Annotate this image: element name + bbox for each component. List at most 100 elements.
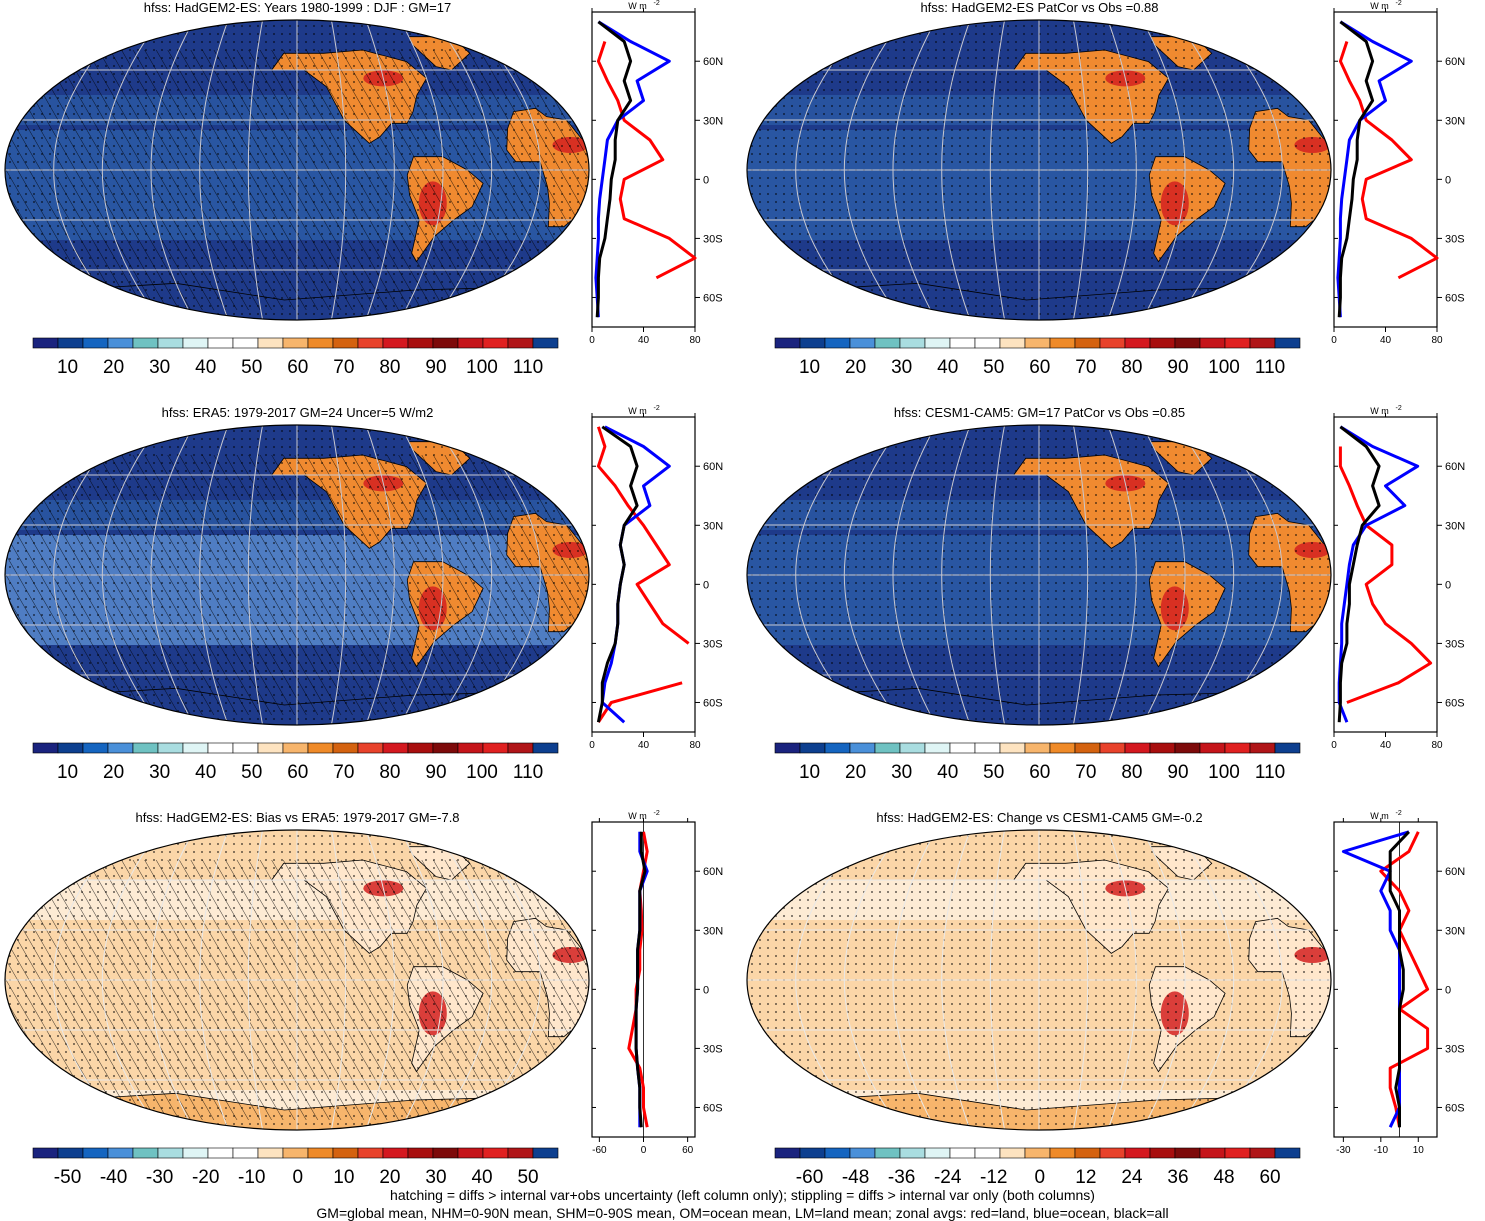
profile-series-blue — [594, 20, 671, 318]
colorbar-label: 20 — [103, 357, 124, 378]
colorbar-swatch — [1024, 742, 1051, 754]
colorbar-swatch — [307, 742, 334, 754]
colorbar-swatch — [949, 742, 976, 754]
colorbar-swatch — [1074, 337, 1101, 349]
colorbar-swatch — [1149, 1147, 1176, 1159]
map — [4, 424, 590, 726]
colorbar-label: 10 — [333, 1167, 354, 1188]
colorbar-swatch — [1099, 1147, 1126, 1159]
colorbar-label: 100 — [466, 762, 498, 783]
colorbar-swatch — [1149, 742, 1176, 754]
profile-units: W m — [628, 406, 647, 416]
lat-label: 0 — [703, 174, 709, 186]
colorbar-swatch — [1199, 1147, 1226, 1159]
profile-xtick: 0 — [641, 1145, 647, 1156]
colorbar-label: 0 — [293, 1167, 304, 1188]
profile-series-red — [1338, 41, 1439, 280]
colorbar-swatch — [257, 742, 284, 754]
colorbar-swatch — [332, 1147, 359, 1159]
profile-series-blue — [1341, 830, 1410, 1128]
profile-xtick: -30 — [1336, 1145, 1351, 1156]
colorbar-swatch — [799, 742, 826, 754]
colorbar-label: 20 — [379, 1167, 400, 1188]
colorbar-label: 70 — [1075, 762, 1096, 783]
colorbar-label: 40 — [195, 357, 216, 378]
profile-xtick: 10 — [1413, 1145, 1425, 1156]
lat-label: 60S — [703, 1102, 723, 1114]
colorbar-label: -24 — [934, 1167, 962, 1188]
colorbar-label: -12 — [980, 1167, 1007, 1188]
lat-label: 0 — [703, 579, 709, 591]
lat-label: 30N — [703, 520, 723, 532]
colorbar-swatch — [182, 1147, 209, 1159]
profile-xtick: -10 — [1374, 1145, 1389, 1156]
zonal-profile: W m -2 60N 30N 0 30S 60S -30 -10 10 — [1333, 810, 1465, 1156]
colorbar-swatch — [974, 337, 1001, 349]
colorbar-label: 50 — [241, 762, 262, 783]
colorbar-swatch — [357, 1147, 384, 1159]
colorbar-swatch — [407, 1147, 434, 1159]
colorbar-label: 70 — [333, 357, 354, 378]
profile-units-sup: -2 — [654, 405, 660, 412]
colorbar-swatch — [1099, 742, 1126, 754]
colorbar-label: 40 — [471, 1167, 492, 1188]
colorbar-label: 110 — [513, 762, 543, 783]
colorbar-swatch — [1074, 742, 1101, 754]
profile-xtick: 80 — [689, 335, 701, 346]
colorbar-label: 90 — [1167, 762, 1188, 783]
colorbar-swatch — [1049, 337, 1076, 349]
colorbar-swatch — [874, 337, 901, 349]
colorbar-swatch — [532, 337, 559, 349]
lat-label: 60N — [703, 56, 723, 68]
colorbar-swatch — [824, 337, 851, 349]
colorbar-label: 80 — [379, 762, 400, 783]
colorbar-swatch — [799, 1147, 826, 1159]
colorbar-label: -60 — [796, 1167, 823, 1188]
profile-series-red — [596, 426, 690, 724]
colorbar-swatch — [999, 337, 1026, 349]
colorbar-swatch — [207, 337, 234, 349]
colorbar-swatch — [157, 337, 184, 349]
colorbar-label: 70 — [1075, 357, 1096, 378]
colorbar-label: 50 — [983, 357, 1004, 378]
colorbar-swatch — [482, 1147, 509, 1159]
colorbar-label: 30 — [891, 357, 912, 378]
colorbar-swatch — [1199, 337, 1226, 349]
colorbar-swatch — [824, 1147, 851, 1159]
lat-label: 30S — [703, 638, 723, 650]
colorbar-swatch — [924, 1147, 951, 1159]
lat-label: 30N — [1445, 520, 1465, 532]
lat-label: 60S — [1445, 292, 1465, 304]
colorbar-label: 0 — [1035, 1167, 1046, 1188]
colorbar-swatch — [874, 1147, 901, 1159]
colorbar-swatch — [849, 337, 876, 349]
colorbar-swatch — [382, 742, 409, 754]
colorbar-label: 60 — [287, 357, 308, 378]
colorbar-swatch — [1249, 337, 1276, 349]
colorbar-swatch — [107, 742, 134, 754]
profile-units: W m — [1370, 406, 1389, 416]
panel-5: hfss: HadGEM2-ES: Bias vs ERA5: 1979-201… — [0, 810, 742, 1215]
colorbar-label: 30 — [149, 357, 170, 378]
profile-series-black — [1337, 425, 1381, 723]
lat-label: 60S — [1445, 1102, 1465, 1114]
colorbar-swatch — [332, 742, 359, 754]
map — [4, 19, 590, 321]
colorbar-swatch — [1024, 337, 1051, 349]
profile-xtick: -60 — [592, 1145, 607, 1156]
lat-label: 60S — [1445, 697, 1465, 709]
colorbar-label: 12 — [1075, 1167, 1096, 1188]
profile-xtick: 40 — [638, 335, 650, 346]
colorbar-label: 100 — [1208, 357, 1240, 378]
colorbar-swatch — [1249, 1147, 1276, 1159]
panel-1: hfss: HadGEM2-ES: Years 1980-1999 : DJF … — [0, 0, 742, 405]
colorbar-swatch — [1174, 1147, 1201, 1159]
profile-series-red — [1338, 446, 1433, 704]
colorbar-swatch — [949, 1147, 976, 1159]
colorbar-label: 40 — [937, 762, 958, 783]
colorbar-swatch — [282, 337, 309, 349]
colorbar-label: 50 — [241, 357, 262, 378]
map — [746, 424, 1332, 726]
colorbar-swatch — [32, 1147, 59, 1159]
colorbar-swatch — [232, 1147, 259, 1159]
